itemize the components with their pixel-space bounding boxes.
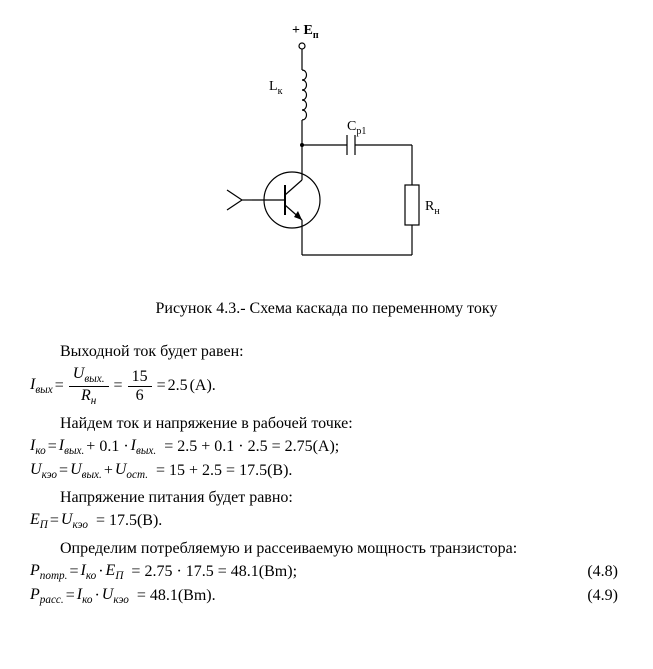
label-inductor: Lк [269, 79, 283, 97]
eqnum-4-9: (4.9) [587, 587, 618, 605]
eq-prass: Pрасс. = Iко · Uкэо = 48.1(Bm). [30, 586, 216, 606]
label-supply: + Eп [292, 23, 319, 41]
para-4: Определим потребляемую и рассеиваемую мо… [60, 540, 633, 558]
eq-ep: EП = Uкэо = 17.5(B). [30, 511, 162, 531]
label-cap: Cp1 [347, 119, 366, 137]
para-2: Найдем ток и напряжение в рабочей точке: [60, 415, 633, 433]
circuit-svg: + Eп Lк Cp1 Rн [197, 20, 457, 280]
eq-iko: Iко = Iвых. + 0.1 · Iвых. = 2.5 + 0.1 · … [30, 437, 339, 457]
circuit-diagram: + Eп Lк Cp1 Rн [20, 20, 633, 280]
para-1: Выходной ток будет равен: [60, 343, 633, 361]
label-load: Rн [425, 199, 440, 217]
eq-ppotr: Pпотр. = Iко · EП = 2.75 · 17.5 = 48.1(B… [30, 562, 297, 582]
eq-output-current: Iвых = Uвых. Rн = 15 6 = 2.5(A). [30, 365, 216, 407]
eqnum-4-8: (4.8) [587, 563, 618, 581]
figure-caption: Рисунок 4.3.- Схема каскада по переменно… [20, 300, 633, 318]
eq-ukeo: Uкэо = Uвых. + Uост. = 15 + 2.5 = 17.5(B… [30, 461, 292, 481]
para-3: Напряжение питания будет равно: [60, 489, 633, 507]
